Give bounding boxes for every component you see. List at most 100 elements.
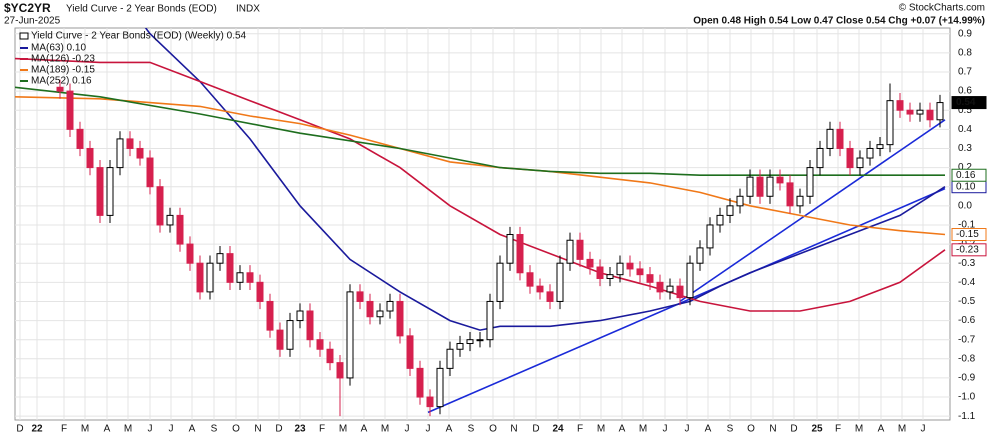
x-tick-label: A [878,424,885,435]
y-tick-label: 0.7 [958,67,972,78]
candle-body [306,310,314,341]
candle-body [376,310,384,318]
x-tick-label: A [619,424,626,435]
x-tick-label: N [510,424,517,435]
x-tick-label: 23 [294,424,306,435]
copyright: © StockCharts.com [899,3,985,14]
candle-body [566,239,574,264]
candle-body [556,262,564,302]
candle-body [686,262,694,299]
candle-body [186,243,194,264]
candle-body [446,348,454,369]
candle-body [586,258,594,268]
x-tick-label: F [61,424,67,435]
y-tick-label: -0.9 [958,373,976,384]
candle-body [366,300,374,318]
candle-body [176,214,184,245]
candle-body [326,348,334,364]
y-tick-label: 0.4 [958,124,972,135]
candle-body [796,195,804,207]
candle-body [856,157,864,169]
value-tag-label: 0.54 [956,97,976,108]
x-tick-label: 24 [552,424,564,435]
x-tick-label: N [769,424,776,435]
candle-body [516,234,524,274]
candle-body [866,147,874,159]
candle-body [676,285,684,299]
candle-body [316,339,324,350]
candle-body [656,281,664,293]
candle-body [296,310,304,322]
x-tick-label: S [211,424,218,435]
x-tick-label: M [81,424,89,435]
candle-body [276,329,284,350]
candle-body [506,234,514,264]
candle-body [466,339,474,345]
y-tick-label: 0.6 [958,86,972,97]
candle-body [436,367,444,408]
x-tick-label: D [532,424,539,435]
x-tick-label: J [663,424,668,435]
x-tick-label: D [16,424,23,435]
x-tick-label: M [381,424,389,435]
x-tick-label: J [148,424,153,435]
x-tick-label: A [705,424,712,435]
candle-body [806,167,814,197]
candle-body [476,339,484,342]
x-tick-label: S [468,424,475,435]
x-tick-label: 22 [31,424,43,435]
candle-body [386,300,394,312]
moving-average [144,28,946,331]
candle-body [346,291,354,379]
candle-body [936,102,944,121]
candle-body [746,176,754,197]
x-tick-label: J [405,424,410,435]
candle-body [146,157,154,188]
candle-body [816,147,824,169]
x-tick-label: M [639,424,647,435]
candle-body [646,274,654,283]
value-tag [951,228,987,242]
exchange: INDX [236,4,260,15]
candle-body [336,362,344,379]
x-tick-label: F [577,424,583,435]
candle-body [626,262,634,270]
legend-swatch [19,32,29,40]
candle-body [56,86,64,92]
y-tick-label: 0.5 [958,105,972,116]
x-tick-label: J [169,424,174,435]
x-tick-label: J [685,424,690,435]
candle-body [726,205,734,216]
x-tick-label: F [319,424,325,435]
date: 27-Jun-2025 [4,16,61,27]
legend-label: MA(126) -0.23 [31,54,95,65]
x-tick-label: F [835,424,841,435]
candle-body [666,285,674,293]
candle-body [246,272,254,283]
candle-body [576,239,584,260]
candle-body [206,262,214,293]
x-tick-label: O [489,424,497,435]
candle-body [596,266,604,279]
candle-body [776,176,784,184]
legend-label: MA(189) -0.15 [31,65,95,76]
x-tick-label: J [921,424,926,435]
x-tick-label: D [275,424,282,435]
moving-average [15,86,945,176]
x-tick-label: J [426,424,431,435]
x-tick-label: S [727,424,734,435]
candle-body [406,335,414,369]
y-tick-label: -0.6 [958,315,976,326]
quote: Open 0.48 High 0.54 Low 0.47 Close 0.54 … [693,16,985,27]
candle-body [896,100,904,111]
candle-body [266,300,274,331]
candle-body [546,291,554,302]
y-tick-label: -0.1 [958,220,976,231]
x-tick-label: 25 [811,424,823,435]
candle-body [606,274,614,279]
y-tick-label: 0.2 [958,162,972,173]
x-tick-label: D [790,424,797,435]
candle-body [76,128,84,149]
y-tick-label: -0.8 [958,353,976,364]
